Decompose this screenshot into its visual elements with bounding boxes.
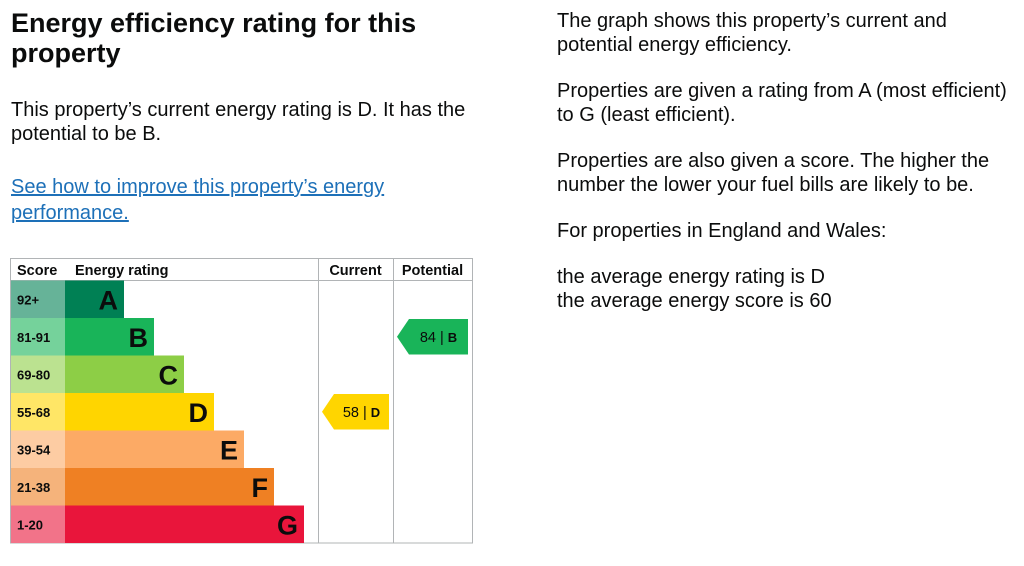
band-score-label: 69-80 xyxy=(17,367,50,382)
band-bar xyxy=(65,318,154,356)
rating-summary: This property’s current energy rating is… xyxy=(11,99,466,145)
band-e: 39-54 E xyxy=(11,430,244,468)
band-score-cell xyxy=(11,355,65,393)
potential-rating-arrow-separator: | xyxy=(436,330,448,346)
header-potential: Potential xyxy=(402,263,463,279)
band-score-cell xyxy=(11,280,65,318)
band-letter: B xyxy=(129,323,149,353)
current-rating-arrow-separator: | xyxy=(359,405,371,421)
band-a: 92+ A xyxy=(11,280,124,318)
band-c: 69-80 C xyxy=(11,355,184,393)
page-title: Energy efficiency rating for this proper… xyxy=(11,8,417,68)
band-letter: D xyxy=(189,398,209,428)
left-column: Energy efficiency rating for this proper… xyxy=(11,8,491,226)
band-letter: C xyxy=(159,360,179,390)
score-explanation: Properties are also given a score. The h… xyxy=(557,150,990,196)
band-bar xyxy=(65,280,124,318)
band-score-cell xyxy=(11,393,65,431)
band-score-label: 39-54 xyxy=(17,442,51,457)
graph-explanation: The graph shows this property’s current … xyxy=(557,10,947,56)
potential-rating-arrow-shape xyxy=(397,319,468,355)
band-letter: G xyxy=(277,510,298,540)
band-score-label: 21-38 xyxy=(17,480,50,495)
epc-bands: 92+ A 81-91 B 69-80 C 55-68 D 39-54 E 21-38 F 1-20 G xyxy=(11,280,304,543)
band-score-label: 81-91 xyxy=(17,330,50,345)
band-score-cell xyxy=(11,430,65,468)
average-rating: the average energy rating is D xyxy=(557,266,825,288)
band-b: 81-91 B xyxy=(11,318,154,356)
potential-rating-arrow-score: 84 xyxy=(420,330,436,346)
england-wales-intro: For properties in England and Wales: xyxy=(557,220,887,242)
rating-explanation: Properties are given a rating from A (mo… xyxy=(557,80,1007,126)
epc-arrows: 58 | D 84 | B xyxy=(322,319,468,430)
band-bar xyxy=(65,430,244,468)
band-score-label: 55-68 xyxy=(17,405,50,420)
band-letter: F xyxy=(252,473,269,503)
band-bar xyxy=(65,505,304,543)
current-rating-arrow: 58 | D xyxy=(322,394,389,430)
band-f: 21-38 F xyxy=(11,468,274,506)
band-score-label: 1-20 xyxy=(17,517,43,532)
potential-rating-arrow-label: 84 | B xyxy=(420,330,457,346)
current-rating-arrow-shape xyxy=(322,394,389,430)
current-rating-arrow-score: 58 xyxy=(343,405,359,421)
band-letter: A xyxy=(99,285,119,315)
band-g: 1-20 G xyxy=(11,505,304,543)
header-current: Current xyxy=(329,263,382,279)
improve-energy-link[interactable]: See how to improve this property’s energ… xyxy=(11,176,385,224)
header-score: Score xyxy=(17,263,57,279)
band-letter: E xyxy=(220,435,238,465)
band-bar xyxy=(65,355,184,393)
band-score-cell xyxy=(11,318,65,356)
epc-chart: Score Energy rating Current Potential 92+ A8… xyxy=(10,258,473,544)
average-score: the average energy score is 60 xyxy=(557,290,832,312)
band-bar xyxy=(65,393,214,431)
band-score-cell xyxy=(11,505,65,543)
band-score-cell xyxy=(11,468,65,506)
right-column: The graph shows this property’s current … xyxy=(557,9,1024,313)
band-d: 55-68 D xyxy=(11,393,214,431)
current-rating-arrow-letter: D xyxy=(371,405,380,420)
potential-rating-arrow-letter: B xyxy=(448,330,457,345)
band-bar xyxy=(65,468,274,506)
current-rating-arrow-label: 58 | D xyxy=(343,405,380,421)
header-energy-rating: Energy rating xyxy=(75,263,168,279)
band-score-label: 92+ xyxy=(17,292,39,307)
potential-rating-arrow: 84 | B xyxy=(397,319,468,355)
